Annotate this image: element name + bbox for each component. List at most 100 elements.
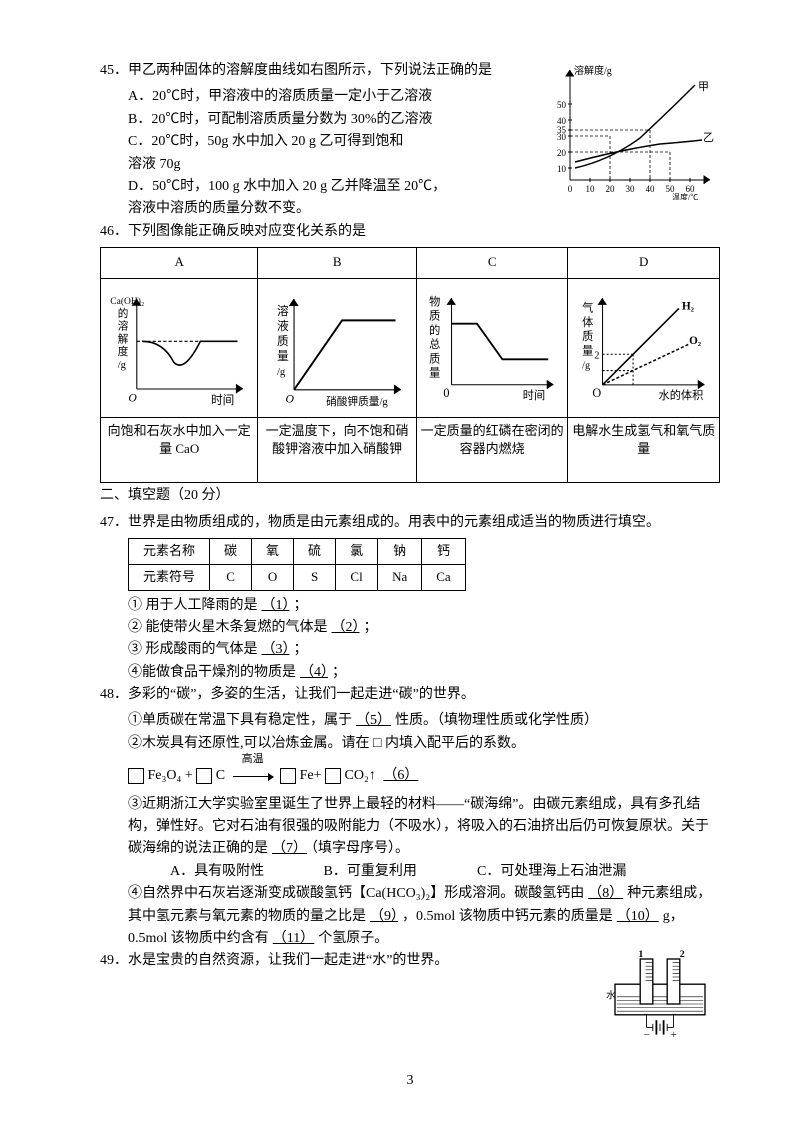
- q46-table: A B C D Ca(OH)₂ 的 溶 解 度 /g O 时间: [100, 247, 720, 483]
- q46-desc-c: 一定质量的红磷在密闭的容器内燃烧: [416, 418, 568, 483]
- coef-box[interactable]: [325, 768, 341, 784]
- svg-text:溶: 溶: [277, 304, 289, 318]
- blank-11[interactable]: （11）: [269, 931, 318, 946]
- svg-text:度: 度: [118, 345, 129, 358]
- blank-2[interactable]: （2）: [328, 620, 364, 635]
- q47-i2: ② 能使带火星木条复燃的气体是（2）；: [100, 617, 720, 639]
- q48-reaction: Fe₃O₄ + C 高温 Fe+ CO₂↑ （6）: [128, 765, 720, 787]
- svg-text:0: 0: [443, 386, 449, 400]
- svg-text:1: 1: [638, 950, 643, 960]
- q48-p4: ④自然界中石灰岩逐渐变成碳酸氢钙【Ca(HCO₃)₂】形成溶洞。碳酸氢钙由（8）…: [100, 883, 720, 950]
- svg-text:甲: 甲: [698, 81, 709, 93]
- svg-text:50: 50: [557, 100, 567, 110]
- coef-box[interactable]: [196, 768, 212, 784]
- svg-text:解: 解: [118, 332, 129, 345]
- svg-text:H₂: H₂: [682, 301, 695, 313]
- blank-3[interactable]: （3）: [258, 642, 294, 657]
- svg-text:质: 质: [429, 310, 440, 323]
- svg-text:−: −: [644, 1030, 650, 1041]
- q46-graph-a: Ca(OH)₂ 的 溶 解 度 /g O 时间: [101, 279, 258, 418]
- svg-text:+: +: [671, 1030, 677, 1041]
- svg-text:10: 10: [557, 164, 567, 174]
- svg-text:气: 气: [583, 301, 594, 315]
- svg-text:10: 10: [586, 184, 596, 194]
- q47-i3: ③ 形成酸雨的气体是（3）；: [100, 639, 720, 661]
- svg-text:35: 35: [557, 125, 567, 135]
- svg-text:质: 质: [277, 334, 289, 348]
- blank-1[interactable]: （1）: [258, 598, 294, 613]
- coef-box[interactable]: [280, 768, 296, 784]
- blank-6[interactable]: （6）: [379, 768, 422, 783]
- svg-text:量: 量: [429, 367, 440, 380]
- svg-text:水: 水: [606, 990, 616, 1002]
- question-45: 45．甲乙两种固体的溶解度曲线如右图所示，下列说法正确的是 A．20℃时，甲溶液…: [100, 60, 720, 221]
- q48-p2: ②木炭具有还原性,可以冶炼金属。请在 □ 内填入配平后的系数。: [100, 733, 720, 755]
- q48-subopts: A．具有吸附性 B．可重复利用 C．可处理海上石油泄漏: [100, 861, 720, 883]
- q49-stem: 49．水是宝贵的自然资源，让我们一起走进“水”的世界。: [100, 950, 600, 972]
- page-number: 3: [100, 1070, 720, 1092]
- svg-text:的: 的: [429, 323, 440, 337]
- svg-text:时间: 时间: [523, 389, 545, 402]
- svg-text:/g: /g: [277, 366, 286, 378]
- q46-desc-b: 一定温度下，向不饱和硝酸钾溶液中加入硝酸钾: [258, 418, 417, 483]
- q45-opt-c: C．20℃时，50g 水中加入 20 g 乙可得到饱和: [100, 131, 540, 153]
- svg-text:溶解度/g: 溶解度/g: [574, 64, 612, 77]
- svg-text:2: 2: [595, 350, 600, 361]
- q49-apparatus: 1 2 水 − +: [600, 950, 720, 1040]
- q45-opt-d2: 溶液中溶质的质量分数不变。: [100, 198, 540, 220]
- question-49: 49．水是宝贵的自然资源，让我们一起走进“水”的世界。 1: [100, 950, 720, 1040]
- svg-text:40: 40: [557, 116, 567, 126]
- reaction-arrow-icon: [233, 776, 273, 777]
- q45-opt-d: D．50℃时，100 g 水中加入 20 g 乙并降温至 20℃，: [100, 176, 540, 198]
- svg-text:量: 量: [277, 350, 289, 363]
- blank-7[interactable]: （7）: [268, 841, 311, 856]
- svg-text:40: 40: [646, 184, 656, 194]
- q46-head-a: A: [101, 248, 258, 279]
- svg-text:水的体积: 水的体积: [659, 388, 704, 402]
- svg-text:30: 30: [626, 184, 636, 194]
- blank-4[interactable]: （4）: [296, 665, 332, 680]
- svg-text:O: O: [593, 386, 602, 400]
- svg-text:时间: 时间: [211, 394, 234, 407]
- q47-i1: ① 用于人工降雨的是（1）；: [100, 595, 720, 617]
- q47-element-table: 元素名称 碳 氧 硫 氯 钠 钙 元素符号 C O S Cl Na Ca: [128, 538, 466, 591]
- q47-stem: 47．世界是由物质组成的，物质是由元素组成的。用表中的元素组成适当的物质进行填空…: [100, 512, 720, 534]
- q45-opt-b: B．20℃时，可配制溶质质量分数为 30%的乙溶液: [100, 109, 540, 131]
- svg-text:体: 体: [583, 315, 594, 329]
- svg-text:质: 质: [429, 353, 440, 366]
- q47-row2-label: 元素符号: [129, 564, 210, 590]
- svg-text:O: O: [286, 393, 295, 406]
- coef-box[interactable]: [128, 768, 144, 784]
- svg-text:/g: /g: [118, 360, 127, 371]
- q45-stem: 45．甲乙两种固体的溶解度曲线如右图所示，下列说法正确的是: [100, 60, 540, 82]
- blank-5[interactable]: （5）: [352, 713, 395, 728]
- svg-text:溶: 溶: [118, 320, 129, 333]
- q46-graph-c: 物 质 的 总 质 量 0 时间: [416, 279, 568, 418]
- svg-text:/g: /g: [583, 361, 591, 372]
- svg-text:Ca(OH)₂: Ca(OH)₂: [110, 296, 144, 307]
- q46-head-b: B: [258, 248, 417, 279]
- svg-text:总: 总: [429, 337, 440, 351]
- q48-p3: ③近期浙江大学实验室里诞生了世界上最轻的材料——“碳海绵”。由碳元素组成，具有多…: [100, 794, 720, 861]
- svg-text:液: 液: [277, 319, 289, 333]
- svg-text:乙: 乙: [703, 131, 714, 144]
- svg-text:的: 的: [118, 307, 129, 320]
- q46-head-c: C: [416, 248, 568, 279]
- section-2-title: 二、填空题（20 分）: [100, 485, 720, 507]
- q45-opt-a: A．20℃时，甲溶液中的溶质质量一定小于乙溶液: [100, 86, 540, 108]
- q46-graph-b: 溶 液 质 量 /g O 硝酸钾质量/g: [258, 279, 417, 418]
- q48-p1: ①单质碳在常温下具有稳定性，属于（5）性质。（填物理性质或化学性质）: [100, 710, 720, 732]
- svg-text:质: 质: [583, 330, 594, 343]
- svg-text:温度/℃: 温度/℃: [672, 192, 698, 200]
- q46-graph-d: 气 体 质 量 /g 2 H₂ O₂ O 水的体积: [568, 279, 720, 418]
- svg-text:O₂: O₂: [690, 335, 703, 347]
- svg-text:2: 2: [680, 950, 685, 960]
- blank-9[interactable]: （9）: [366, 909, 402, 924]
- svg-text:量: 量: [583, 344, 594, 357]
- q45-opt-c2: 溶液 70g: [100, 154, 540, 176]
- svg-text:0: 0: [568, 184, 573, 194]
- blank-10[interactable]: （10）: [613, 909, 663, 924]
- svg-text:20: 20: [606, 184, 616, 194]
- blank-8[interactable]: （8）: [584, 886, 627, 901]
- q46-head-d: D: [568, 248, 720, 279]
